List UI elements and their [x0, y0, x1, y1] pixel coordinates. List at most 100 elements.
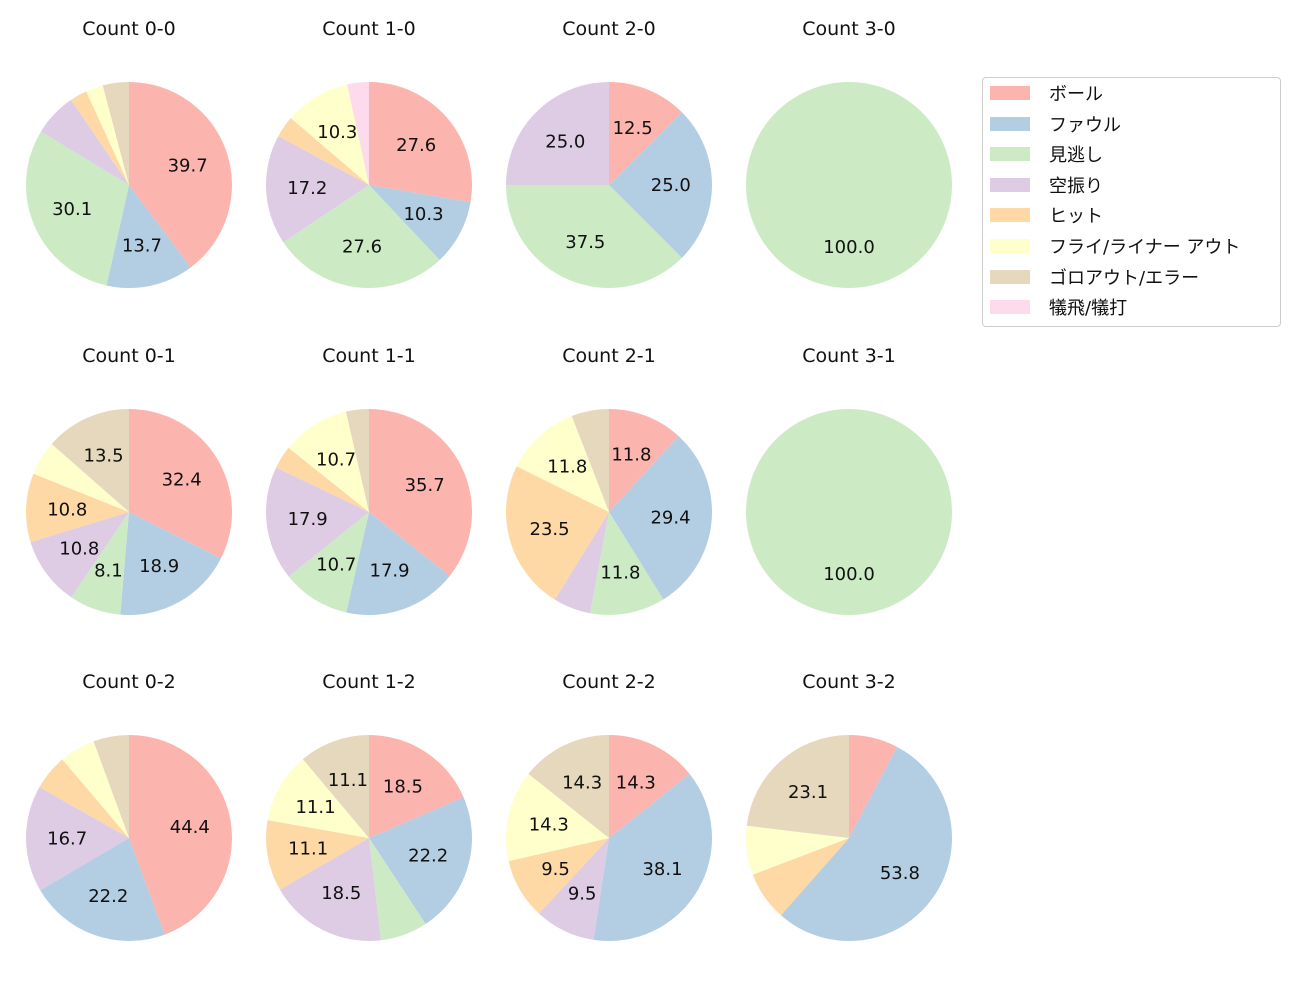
pie-slice-3: [30, 512, 130, 598]
pie-slice-6: [51, 409, 129, 512]
pie-slice-4: [278, 117, 369, 185]
slice-label: 23.1: [788, 782, 828, 803]
pie-slice-5: [516, 415, 609, 512]
pie-slice-3: [266, 467, 369, 577]
pie-slice-2: [506, 185, 682, 288]
slice-label: 18.5: [383, 776, 423, 797]
pie-slice-1: [369, 185, 471, 260]
slice-label: 38.1: [642, 859, 682, 880]
pie-slice-2: [71, 512, 129, 615]
pie-slice-3: [40, 99, 129, 185]
pie-title: Count 2-1: [562, 345, 656, 367]
legend-item: ファウル: [990, 114, 1121, 136]
pie-slice-0: [849, 735, 897, 838]
pie-title: Count 1-2: [322, 671, 416, 693]
pie-slice-2: [369, 838, 426, 941]
pie-slice-3: [265, 136, 369, 243]
pie-slice-5: [505, 773, 609, 862]
pie-count-2-2: Count 2-2 14.3 38.1 9.5 9.5 14.3 14.3: [505, 671, 712, 941]
pie-slice-3: [506, 82, 609, 185]
slice-label: 25.0: [545, 131, 585, 152]
pie-slice-1: [106, 185, 191, 288]
legend-item: ゴロアウト/エラー: [990, 267, 1199, 289]
slice-label: 12.5: [613, 118, 653, 139]
slice-label: 18.9: [139, 556, 179, 577]
pie-count-3-2: Count 3-2 53.8 23.1: [746, 671, 953, 941]
pie-title: Count 0-2: [82, 671, 176, 693]
legend-label: ヒット: [1049, 206, 1103, 228]
pie-slice-6: [93, 735, 129, 838]
pie-title: Count 0-0: [82, 18, 176, 40]
pie-slice-5: [746, 825, 849, 875]
legend-swatch: [990, 147, 1030, 162]
pie-count-0-1: Count 0-132.418.98.110.810.813.5: [26, 345, 232, 615]
slice-label: 22.2: [88, 886, 128, 907]
legend-label: ボール: [1049, 84, 1103, 105]
legend-swatch: [990, 86, 1030, 100]
pie-count-3-1: Count 3-1 100.0: [746, 345, 952, 615]
slice-label: 29.4: [650, 508, 690, 529]
pie-slice-3: [554, 512, 609, 614]
pie-slice-0: [129, 409, 232, 559]
slice-label: 13.5: [84, 446, 124, 467]
slice-label: 18.5: [321, 883, 361, 904]
slice-label: 39.7: [168, 155, 208, 176]
pie-slice-2: [746, 409, 952, 615]
pie-slice-0: [609, 82, 682, 185]
slice-label: 14.3: [529, 814, 569, 835]
legend-label: 空振り: [1049, 175, 1103, 197]
pie-count-3-0: Count 3-0 100.0: [746, 18, 952, 288]
pie-title: Count 1-0: [322, 18, 416, 40]
slice-label: 13.7: [122, 235, 162, 256]
pie-slice-5: [62, 741, 129, 838]
pie-slice-2: [283, 185, 440, 288]
slice-label: 17.2: [287, 178, 327, 199]
slice-label: 100.0: [823, 237, 875, 258]
pie-slice-6: [102, 82, 129, 185]
slice-label: 9.5: [541, 859, 570, 880]
legend-item: ボール: [990, 83, 1103, 105]
slice-label: 9.5: [568, 884, 597, 905]
pie-slice-1: [369, 797, 472, 925]
slice-label: 11.8: [611, 444, 651, 465]
pie-slice-0: [369, 409, 472, 576]
pie-count-2-1: Count 2-1 11.8 29.4 11.8 23.5 11.8: [506, 345, 713, 615]
pie-count-1-2: Count 1-2 18.5 22.2 18.5 11.1 11.1 11.1: [266, 671, 472, 941]
legend-swatch: [990, 300, 1030, 315]
slice-label: 16.7: [47, 828, 87, 849]
pie-slice-3: [279, 838, 381, 941]
pie-slice-0: [369, 82, 473, 203]
pie-count-0-2: Count 0-2 44.4 22.2 16.7: [25, 671, 233, 942]
pie-slice-5: [288, 411, 369, 512]
slice-label: 14.3: [616, 772, 656, 793]
slice-label: 22.2: [408, 846, 448, 867]
pie-slice-0: [609, 409, 679, 512]
pie-slice-4: [71, 91, 129, 185]
legend-swatch: [990, 116, 1030, 131]
slice-label: 35.7: [405, 475, 445, 496]
slice-label: 17.9: [370, 560, 410, 581]
slice-label: 27.6: [342, 236, 382, 257]
slice-label: 37.5: [565, 232, 605, 253]
pie-slice-1: [609, 435, 713, 600]
pie-count-0-0: Count 0-0 39.7 13.7 30.1: [25, 18, 232, 288]
slice-label: 11.1: [288, 839, 328, 860]
slice-label: 44.4: [170, 817, 210, 838]
pie-slice-4: [508, 838, 609, 914]
pie-slice-0: [369, 735, 464, 838]
slice-label: 10.7: [316, 554, 356, 575]
pie-slice-1: [780, 746, 953, 941]
pie-slice-4: [26, 473, 130, 543]
pie-slice-1: [346, 512, 450, 615]
slice-label: 10.8: [59, 539, 99, 560]
pie-count-1-1: Count 1-1 35.7 17.9 10.7 17.9 10.7: [266, 345, 472, 615]
legend-swatch: [990, 177, 1030, 192]
pie-title: Count 3-0: [802, 18, 896, 40]
legend-item: 見逃し: [990, 144, 1103, 166]
pie-title: Count 3-1: [802, 345, 896, 367]
pie-slice-1: [593, 773, 712, 941]
slice-label: 53.8: [880, 863, 920, 884]
slice-label: 10.7: [316, 450, 356, 471]
pie-slice-2: [288, 512, 369, 613]
pie-slice-1: [40, 838, 165, 942]
